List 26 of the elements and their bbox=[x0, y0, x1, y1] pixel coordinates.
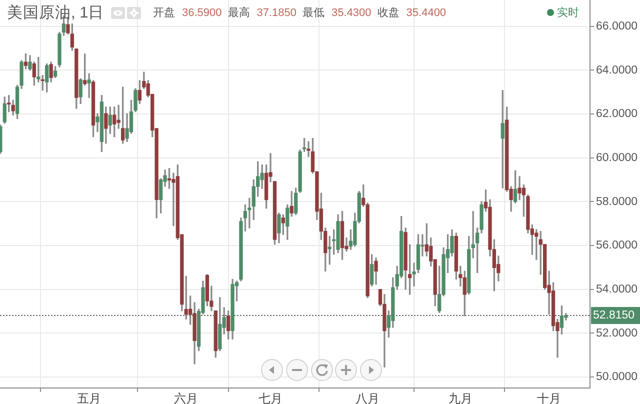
y-tick-label: 62.0000 bbox=[596, 108, 638, 120]
annotation: 最低 bbox=[302, 7, 325, 20]
y-tick-label: 56.0000 bbox=[596, 240, 638, 252]
annotation: 37.1850 bbox=[256, 7, 297, 20]
annotation: 36.5900 bbox=[182, 7, 222, 20]
chart-title: 美国原油, 1日 bbox=[7, 3, 104, 22]
y-tick-label: 64.0000 bbox=[596, 64, 638, 76]
annotation: 最高 bbox=[228, 6, 250, 20]
y-tick-label: 58.0000 bbox=[596, 196, 638, 208]
x-tick-label: 七月 bbox=[258, 392, 283, 404]
annotation: 收盘 bbox=[377, 7, 400, 20]
annotation: 实时 bbox=[557, 6, 579, 20]
x-tick-label: 十月 bbox=[537, 392, 562, 404]
x-tick-label: 九月 bbox=[448, 392, 472, 404]
y-tick-label: 52.0000 bbox=[596, 327, 638, 340]
y-tick-label: 60.0000 bbox=[596, 152, 638, 164]
annotation: 35.4400 bbox=[406, 7, 446, 20]
annotation: 开盘 bbox=[153, 7, 175, 20]
y-tick-label: 50.0000 bbox=[596, 371, 638, 384]
y-tick-label: 54.0000 bbox=[596, 284, 638, 296]
x-tick-label: 六月 bbox=[174, 392, 198, 404]
x-tick-label: 八月 bbox=[356, 392, 380, 404]
ref-line-label: 52.8150 bbox=[593, 310, 635, 322]
x-tick-label: 五月 bbox=[77, 392, 102, 404]
y-tick-label: 66.0000 bbox=[596, 20, 638, 32]
annotation: 35.4300 bbox=[332, 7, 372, 20]
